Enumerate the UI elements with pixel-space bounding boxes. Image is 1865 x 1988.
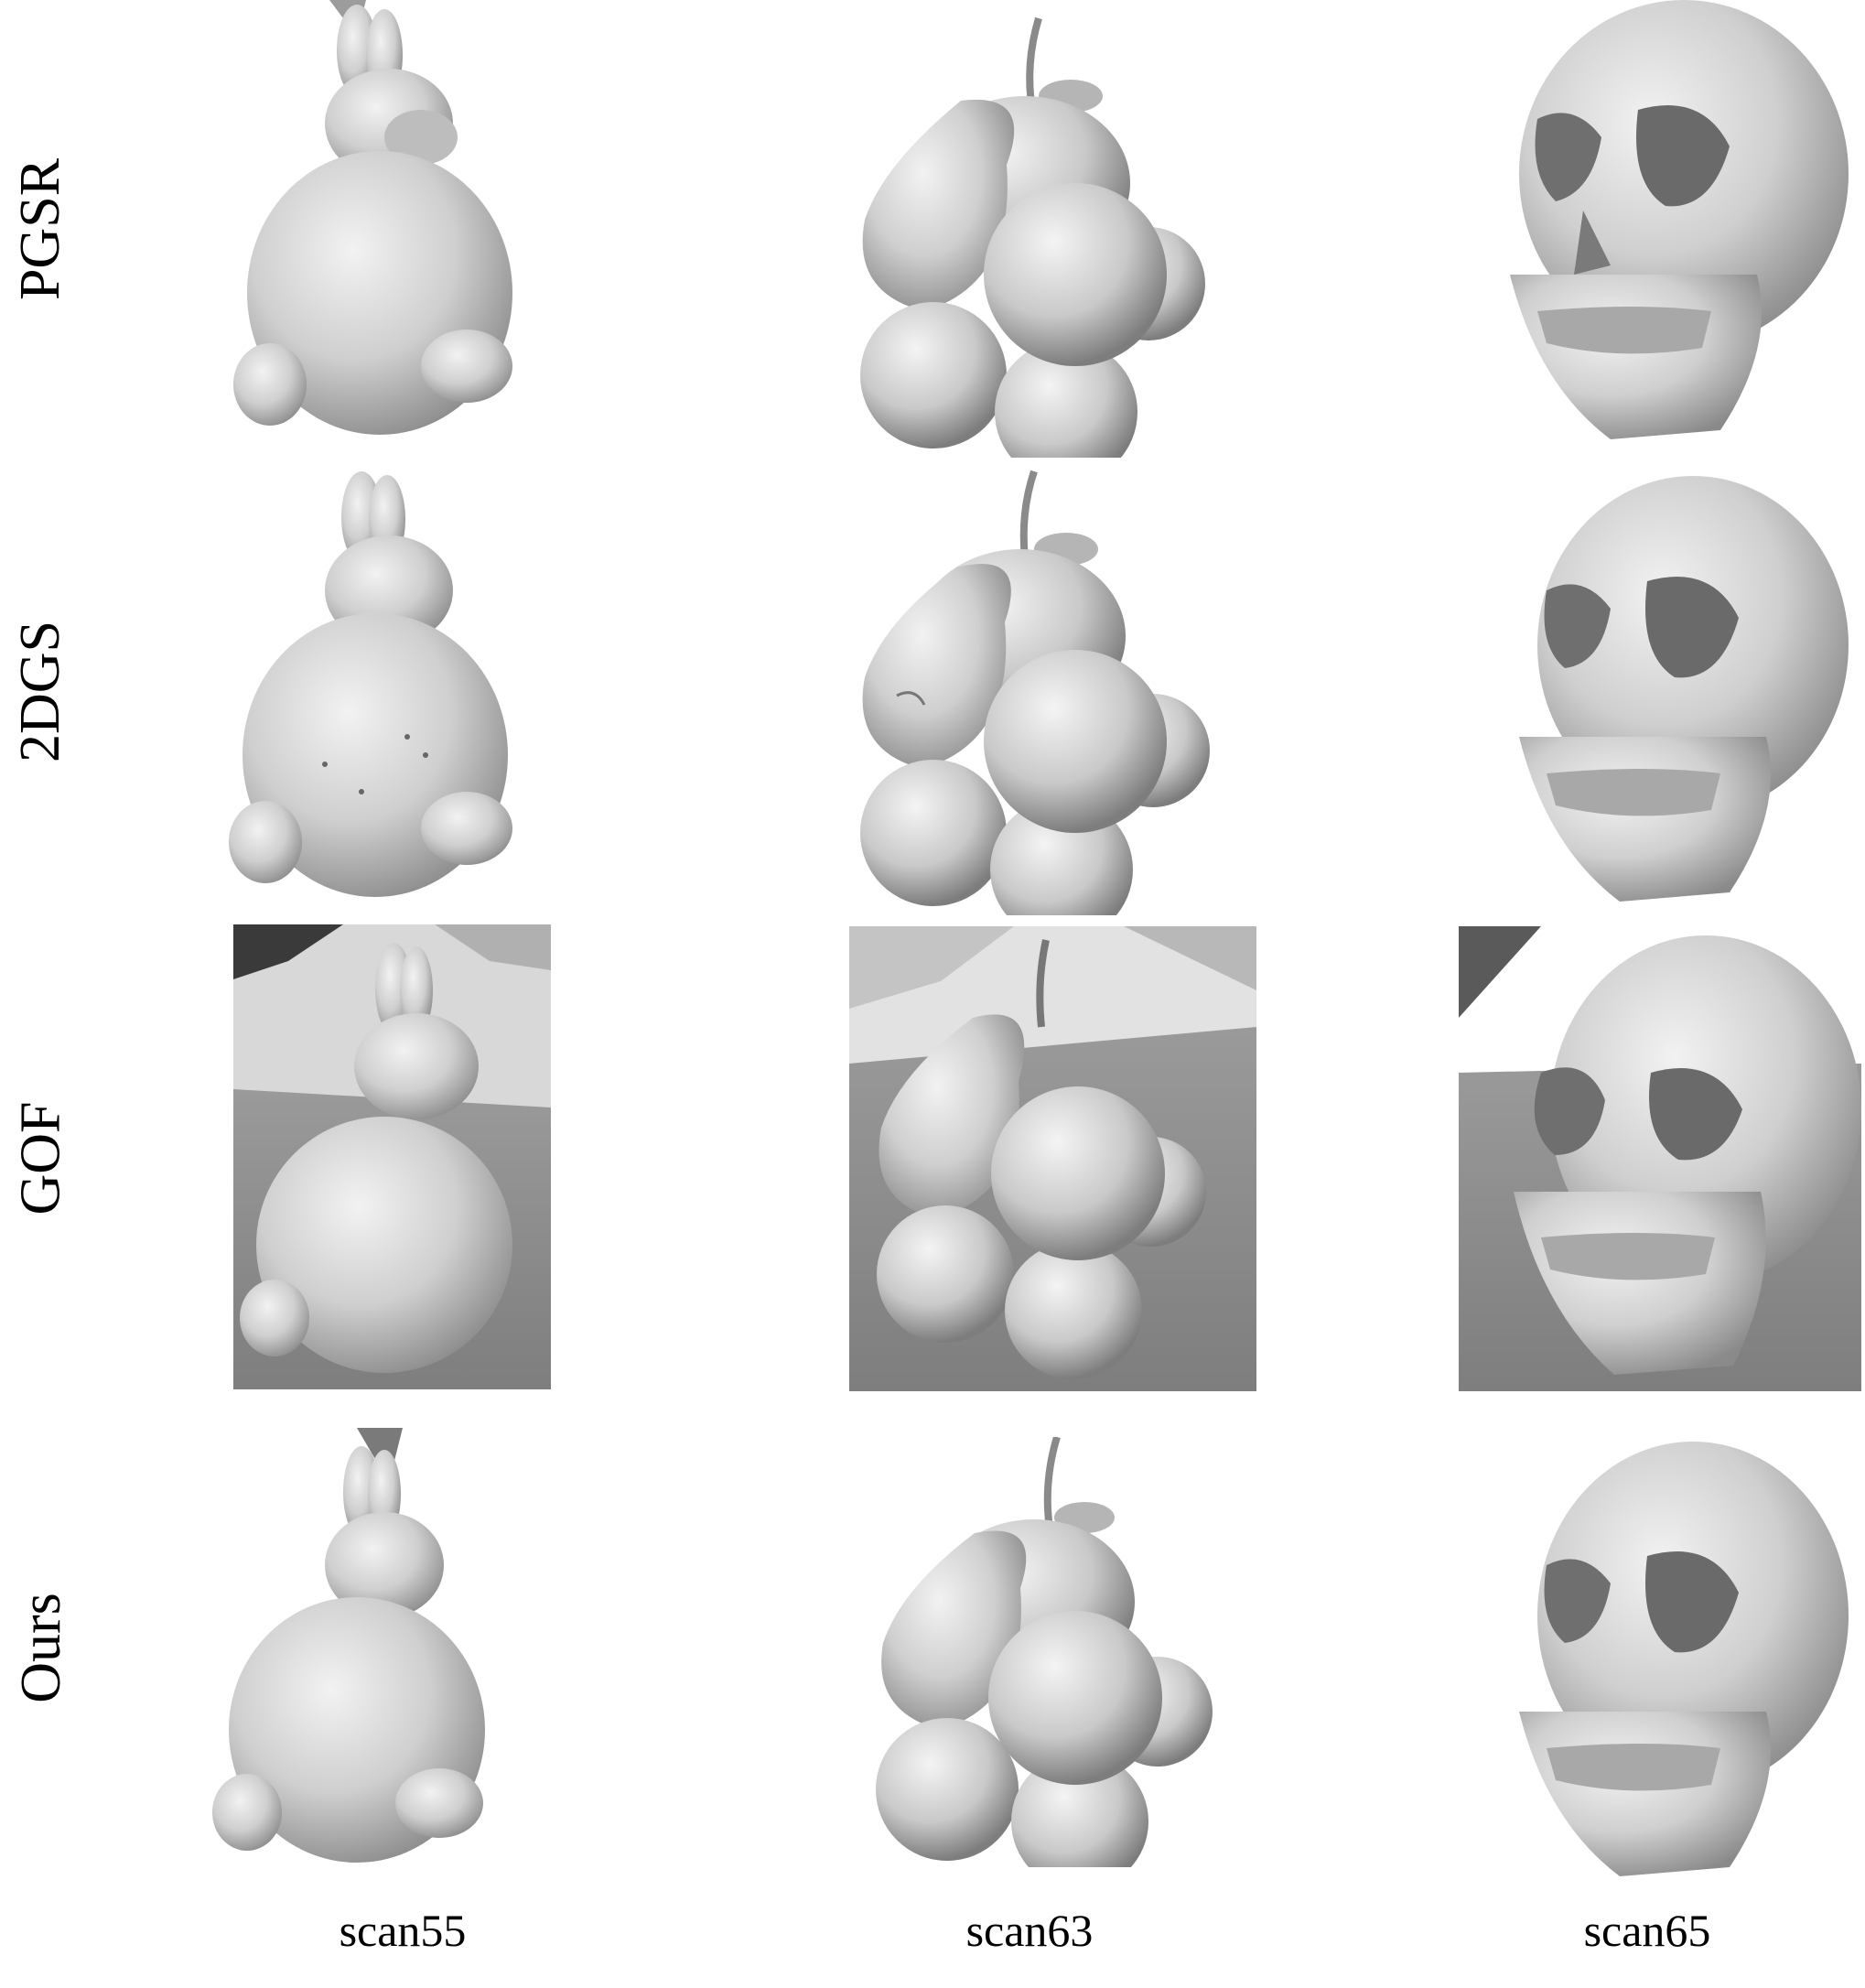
column-label-scan65: scan65 xyxy=(1583,1905,1711,1956)
column-label-scan63: scan63 xyxy=(965,1905,1094,1956)
pgsr-scan65-skull-image xyxy=(1482,0,1849,458)
ours-scan65-skull-image xyxy=(1492,1437,1849,1885)
gof-scan55-bunny-image xyxy=(233,924,551,1389)
gof-scan65-skull-image xyxy=(1459,926,1861,1391)
row-label-ours: Ours xyxy=(9,1592,72,1703)
2dgs-scan63-fruit-image xyxy=(842,467,1217,915)
ours-scan63-fruit-image xyxy=(860,1437,1226,1867)
pgsr-scan63-fruit-image xyxy=(842,9,1217,458)
row-label-pgsr: PGSR xyxy=(9,157,72,300)
gof-scan63-fruit-image xyxy=(849,926,1256,1391)
ours-scan55-bunny-image xyxy=(210,1428,503,1872)
column-label-scan55: scan55 xyxy=(339,1905,467,1956)
row-label-2dgs: 2DGS xyxy=(9,620,72,762)
row-label-gof: GOF xyxy=(9,1100,72,1215)
pgsr-scan55-bunny-image xyxy=(229,0,531,458)
2dgs-scan65-skull-image xyxy=(1492,462,1849,915)
2dgs-scan55-bunny-image xyxy=(224,462,526,915)
